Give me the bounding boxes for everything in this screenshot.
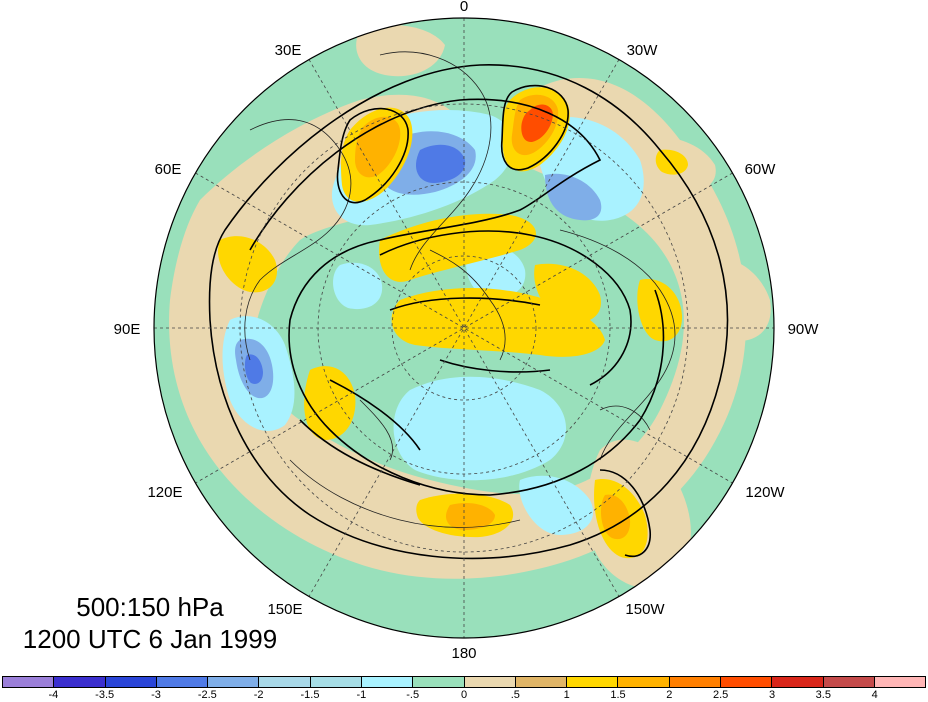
caption-datetime: 1200 UTC 6 Jan 1999 [22,624,278,654]
colorbar-swatch [208,677,260,687]
colorbar-tick-label: -2.5 [197,689,217,701]
colorbar-tick-label: -4 [48,689,59,701]
colorbar-tick-label: 3.5 [815,689,831,701]
colorbar-swatch [515,677,568,687]
lon-label-90e: 90E [114,321,141,338]
colorbar-tick-label: -1 [356,689,367,701]
colorbar-swatch [105,677,157,687]
colorbar-tick-label: .5 [510,689,520,701]
colorbar-tick-label: 2.5 [713,689,729,701]
lon-label-120w: 120W [745,484,785,501]
colorbar [2,676,926,688]
colorbar-tick-label: 1 [563,689,570,701]
colorbar-swatch [772,677,824,687]
colorbar-swatch [720,677,773,687]
contours [208,64,729,560]
colorbar-tick-label: 0 [460,689,468,701]
graticule [154,18,774,638]
colorbar-swatch [669,677,721,687]
colorbar-swatch [259,677,311,687]
colorbar-swatch [54,677,106,687]
colorbar-swatch [823,677,875,687]
lon-label-30w: 30W [627,42,659,59]
colorbar-swatch [156,677,209,687]
colorbar-swatch [567,677,619,687]
colorbar-swatch [874,677,926,687]
lon-label-60w: 60W [745,161,777,178]
colorbar-tick-label: 3 [768,689,776,701]
colorbar-tick-label: 2 [666,689,673,701]
colorbar-tick-label: -1.5 [300,689,320,701]
lon-label-0: 0 [460,0,468,15]
colorbar-swatch [413,677,465,687]
colorbar-tick-label: -2 [253,689,264,701]
colorbar-tick-labels: -4 -3.5 -3 -2.5 -2 -1.5 -1 -.5 0 .5 1 1.5 2 2.5 3 3.5 4 [0,689,928,702]
caption-levels: 500:150 hPa [76,592,224,622]
lon-label-120e: 120E [147,484,182,501]
colorbar-tick-label: -3.5 [95,689,115,701]
red-shading [521,104,553,143]
lon-label-180: 180 [451,645,476,662]
lon-label-30e: 30E [275,42,302,59]
map-border [153,17,775,639]
colorbar-tick-label: -3 [151,689,161,701]
colorbar-swatch [618,677,670,687]
lon-label-150e: 150E [267,601,302,618]
lon-label-90w: 90W [788,321,820,338]
lon-label-60e: 60E [155,161,182,178]
colorbar-tick-label: 1.5 [610,689,626,701]
colorbar-tick-label: -.5 [406,689,420,701]
colorbar-swatch [464,677,516,687]
lon-label-150w: 150W [625,601,665,618]
dark-blue-shading [244,144,466,384]
colorbar-swatch [3,677,55,687]
longitude-labels: 0 30W 60W 90W 120W 150W 180 150E 120E 90… [114,0,820,662]
colorbar-swatch [310,677,362,687]
colorbar-swatch [361,677,414,687]
colorbar-tick-label: 4 [871,689,878,701]
